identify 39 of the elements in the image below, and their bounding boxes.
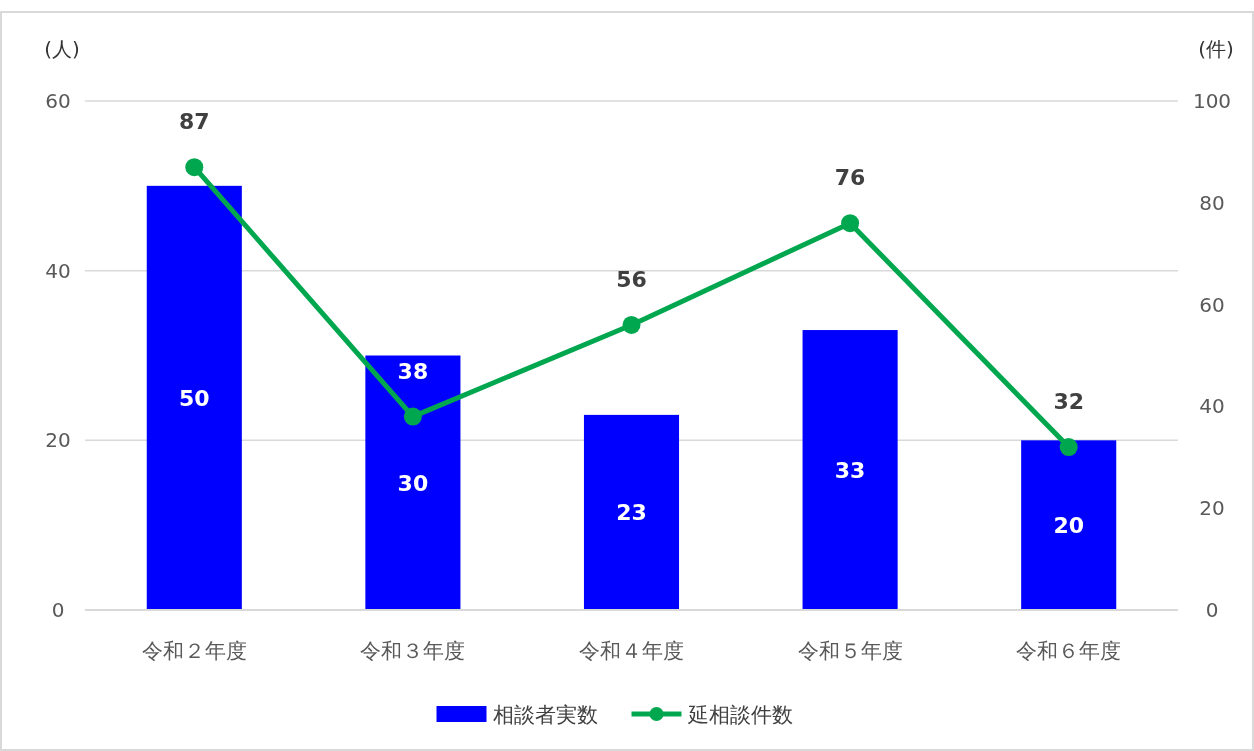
y-tick-label: 40 xyxy=(45,258,71,283)
y2-tick-label: 60 xyxy=(1199,292,1225,317)
bar xyxy=(1021,440,1117,610)
data-label: 32 xyxy=(1053,389,1085,415)
data-label: 76 xyxy=(834,165,866,191)
point xyxy=(841,214,860,233)
y-tick-label: 20 xyxy=(45,428,71,453)
x-tick-label: 令和４年度 xyxy=(579,639,684,663)
data-label: 87 xyxy=(178,109,210,135)
y-axis-title: (人) xyxy=(44,37,80,61)
y2-tick-label: 100 xyxy=(1192,89,1232,113)
x-tick-label: 令和５年度 xyxy=(797,639,903,663)
point xyxy=(622,315,641,334)
y2-tick-label: 80 xyxy=(1199,190,1225,215)
x-tick-label: 令和３年度 xyxy=(360,639,466,663)
y2-tick-label: 0 xyxy=(1205,598,1219,622)
data-label: 23 xyxy=(616,500,647,526)
y2-tick-label: 20 xyxy=(1199,496,1225,521)
y2-axis-title: (件) xyxy=(1198,37,1234,61)
data-label: 20 xyxy=(1053,513,1085,539)
point xyxy=(1059,438,1078,457)
y-tick-label: 60 xyxy=(45,89,71,113)
bar xyxy=(146,185,242,610)
data-label: 38 xyxy=(397,358,429,384)
bar xyxy=(583,414,680,610)
point xyxy=(403,407,422,426)
legend-label: 相談者実数 xyxy=(492,703,598,727)
data-label: 33 xyxy=(834,458,866,484)
legend-label: 延相談件数 xyxy=(686,703,793,727)
x-tick-label: 令和６年度 xyxy=(1016,639,1122,663)
x-tick-label: 令和２年度 xyxy=(141,639,247,663)
bar xyxy=(802,330,898,610)
data-label: 56 xyxy=(616,266,647,292)
bar xyxy=(365,355,461,610)
y2-tick-label: 40 xyxy=(1199,394,1225,419)
data-label: 50 xyxy=(178,385,210,411)
y-tick-label: 0 xyxy=(51,598,65,622)
point xyxy=(185,158,204,177)
data-label: 30 xyxy=(397,470,429,496)
